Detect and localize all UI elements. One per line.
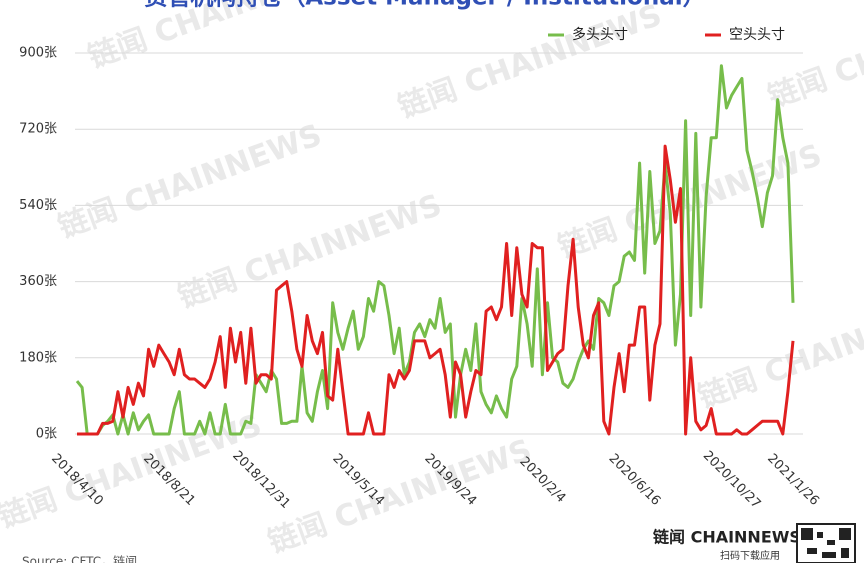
y-tick-label: 900张 — [19, 46, 57, 61]
x-tick-label: 2020/2/4 — [516, 454, 568, 506]
series-line — [77, 144, 795, 436]
y-tick-label: 0张 — [36, 427, 57, 442]
x-tick-label: 2020/6/16 — [606, 451, 664, 509]
watermark: 链闻 CHAINNEWS — [694, 288, 864, 416]
x-tick-label: 2021/1/26 — [764, 451, 822, 509]
logo: 链闻 CHAINNEWS — [653, 528, 801, 547]
logo-caption: 扫码下载应用 — [720, 549, 780, 562]
x-tick-label: 2018/12/31 — [229, 448, 293, 512]
qr-code — [796, 523, 856, 563]
legend-label: 多头头寸 — [572, 26, 628, 43]
x-tick-label: 2020/10/27 — [700, 448, 764, 512]
source: Source: CFTC，链闻 — [22, 554, 137, 563]
watermark: 链闻 CHAINNEWS — [54, 118, 327, 246]
watermark: 链闻 CHAINNEWS — [84, 0, 357, 76]
y-tick-label: 720张 — [19, 122, 57, 137]
chart-title: 资管机构持仓（Asset Manager / Institutional） — [144, 0, 705, 11]
series-line — [75, 64, 795, 436]
watermark: 链闻 CHAINNEWS — [394, 0, 667, 126]
y-tick-label: 540张 — [19, 198, 57, 213]
watermark: 链闻 CHAINNEWS — [174, 188, 447, 316]
legend-label: 空头头寸 — [729, 27, 785, 43]
y-tick-label: 360张 — [19, 274, 57, 289]
y-tick-label: 180张 — [19, 350, 57, 365]
watermark: 链闻 CHAINNEWS — [264, 433, 537, 561]
watermark: 链闻 CHAINNEWS — [764, 0, 864, 116]
